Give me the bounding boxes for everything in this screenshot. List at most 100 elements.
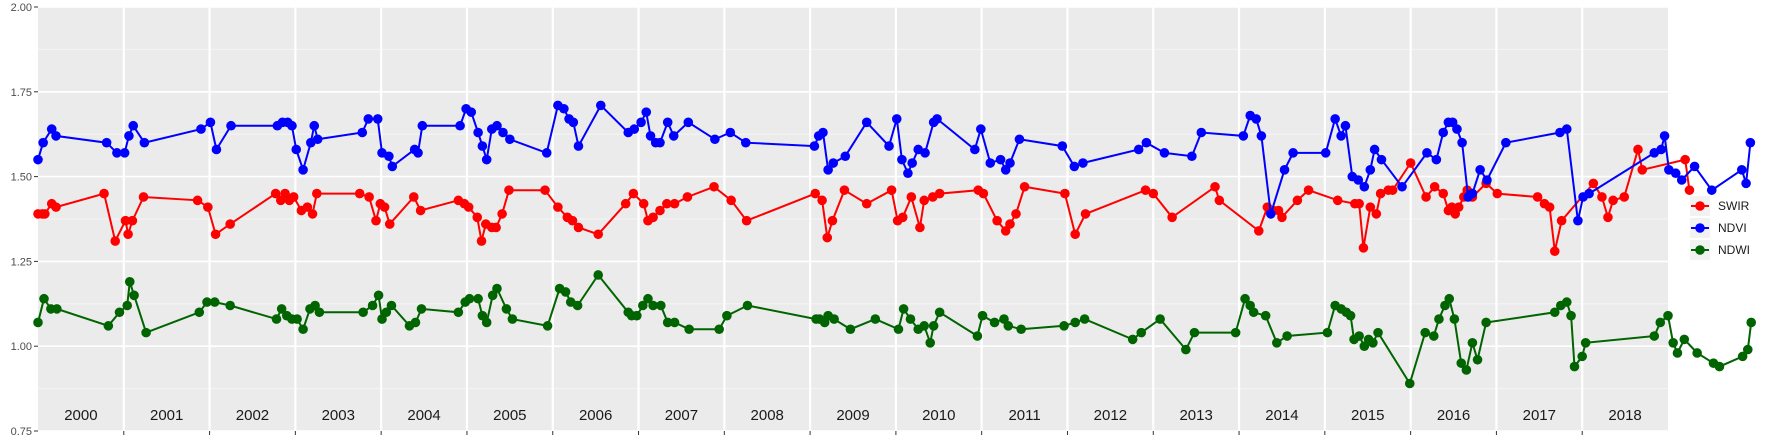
data-point-swir xyxy=(1080,209,1091,219)
year-label: 2002 xyxy=(236,407,269,424)
data-point-ndwi xyxy=(1456,358,1467,368)
data-point-ndwi xyxy=(714,324,724,335)
data-point-ndvi xyxy=(645,131,656,141)
data-point-swir xyxy=(1140,185,1151,195)
data-point-ndvi xyxy=(101,137,112,148)
data-point-swir xyxy=(1680,154,1690,165)
data-point-ndwi xyxy=(1230,327,1241,338)
data-point-ndvi xyxy=(1561,124,1572,134)
data-point-ndvi xyxy=(1659,131,1670,141)
data-point-swir xyxy=(1375,188,1386,199)
data-point-ndwi xyxy=(1663,310,1673,321)
data-point-swir xyxy=(1597,192,1607,202)
data-point-ndwi xyxy=(276,304,287,314)
data-point-ndvi xyxy=(629,124,640,134)
data-point-ndvi xyxy=(1501,137,1511,148)
data-point-ndvi xyxy=(1741,178,1751,189)
data-point-ndwi xyxy=(925,338,936,348)
data-point-ndwi xyxy=(898,304,909,314)
data-point-ndvi xyxy=(505,134,515,145)
data-point-ndvi xyxy=(1656,144,1666,155)
data-point-ndwi xyxy=(507,314,518,324)
data-point-ndvi xyxy=(573,141,584,151)
year-label: 2009 xyxy=(836,407,869,424)
data-point-swir xyxy=(1011,209,1021,219)
data-point-swir xyxy=(1637,165,1648,175)
data-point-ndvi xyxy=(809,141,820,151)
data-point-swir xyxy=(192,195,203,206)
data-point-ndwi xyxy=(103,321,114,331)
data-point-ndvi xyxy=(363,114,374,124)
data-point-swir xyxy=(379,202,390,212)
data-point-ndvi xyxy=(568,117,579,128)
data-point-ndwi xyxy=(722,310,732,321)
data-point-swir xyxy=(225,219,235,229)
data-point-ndvi xyxy=(1422,148,1432,158)
data-point-ndwi xyxy=(386,300,397,311)
data-point-swir xyxy=(822,232,833,243)
data-point-ndvi xyxy=(1265,209,1276,219)
data-point-ndvi xyxy=(897,154,907,165)
data-point-ndwi xyxy=(1404,378,1415,389)
data-point-ndvi xyxy=(1320,148,1331,158)
data-point-ndvi xyxy=(828,158,839,168)
data-point-ndwi xyxy=(638,300,648,311)
data-point-ndwi xyxy=(416,304,427,314)
data-point-swir xyxy=(504,185,514,195)
year-label: 2017 xyxy=(1523,407,1556,424)
y-tick-label: 1.50 xyxy=(11,172,32,184)
data-point-swir xyxy=(491,222,501,233)
data-point-ndvi xyxy=(668,131,679,141)
data-point-ndwi xyxy=(977,310,988,321)
data-point-ndvi xyxy=(492,120,502,131)
series-swir xyxy=(33,144,1695,257)
data-point-ndwi xyxy=(298,324,308,335)
data-point-swir xyxy=(1544,202,1555,212)
y-tick-label: 2.00 xyxy=(11,2,32,14)
data-point-ndwi xyxy=(314,307,325,318)
data-point-swir xyxy=(1303,185,1314,195)
data-point-ndvi xyxy=(33,154,43,165)
data-point-ndwi xyxy=(1155,314,1165,324)
data-point-ndvi xyxy=(387,161,398,172)
data-point-ndvi xyxy=(312,134,323,145)
data-point-ndvi xyxy=(1670,168,1681,179)
data-point-ndwi xyxy=(1649,331,1660,341)
data-point-ndwi xyxy=(1003,321,1014,331)
data-point-ndvi xyxy=(985,158,996,168)
data-point-ndvi xyxy=(1014,134,1025,145)
data-point-ndvi xyxy=(683,117,694,128)
data-point-ndvi xyxy=(372,114,383,124)
data-point-swir xyxy=(1453,202,1464,212)
data-point-swir xyxy=(203,202,213,212)
data-point-ndwi xyxy=(1444,293,1455,304)
data-point-ndwi xyxy=(972,331,983,341)
year-label: 2006 xyxy=(579,407,612,424)
data-point-ndvi xyxy=(920,148,930,158)
data-point-ndwi xyxy=(870,314,881,324)
data-point-swir xyxy=(463,202,474,212)
legend-marker-ndwi xyxy=(1695,245,1705,255)
data-point-swir xyxy=(110,236,121,246)
data-point-ndwi xyxy=(1345,310,1356,321)
data-point-ndwi xyxy=(845,324,856,335)
data-point-ndvi xyxy=(287,120,297,131)
data-point-swir xyxy=(312,188,322,199)
data-point-swir xyxy=(1421,192,1431,202)
data-point-ndvi xyxy=(384,151,394,162)
data-point-swir xyxy=(1070,229,1080,240)
data-point-ndwi xyxy=(1714,361,1725,372)
data-point-swir xyxy=(408,192,419,202)
data-point-swir xyxy=(472,212,483,223)
data-point-ndvi xyxy=(861,117,872,128)
data-point-swir xyxy=(1532,192,1543,202)
data-point-ndvi xyxy=(891,114,902,124)
data-point-ndvi xyxy=(1005,158,1015,168)
data-point-ndwi xyxy=(1561,297,1572,307)
data-point-ndvi xyxy=(226,120,236,131)
data-point-ndvi xyxy=(417,120,428,131)
data-point-ndvi xyxy=(1706,185,1717,195)
data-point-ndvi xyxy=(1336,131,1346,141)
data-point-ndwi xyxy=(1655,317,1666,328)
data-point-ndvi xyxy=(1141,137,1152,148)
